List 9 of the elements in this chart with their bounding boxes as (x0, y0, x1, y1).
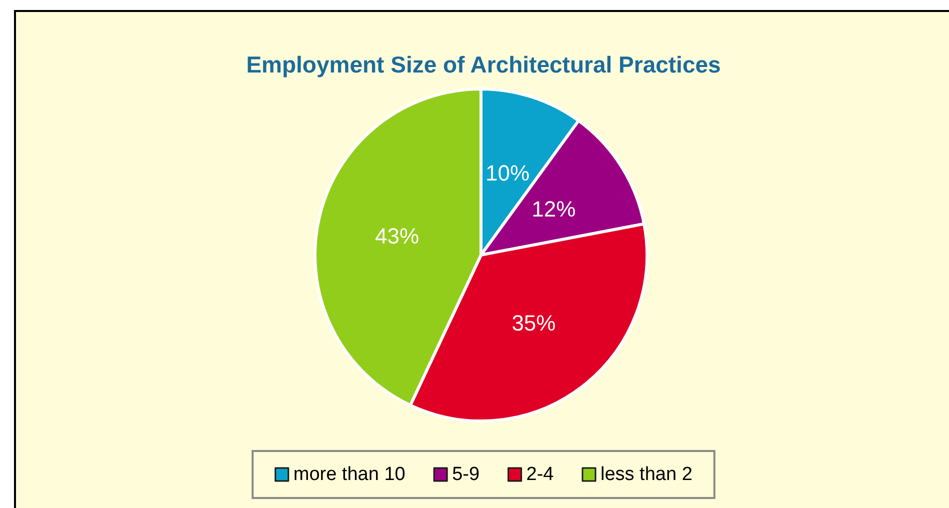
legend-label: less than 2 (600, 464, 692, 485)
data-label: 35% (512, 310, 556, 336)
legend-label: 5-9 (452, 464, 480, 485)
legend-label: more than 10 (293, 464, 406, 485)
data-label: 43% (375, 224, 420, 249)
data-label: 12% (532, 196, 576, 222)
chart-title: Employment Size of Architectural Practices (246, 52, 721, 78)
data-label: 10% (486, 160, 530, 186)
legend-label: 2-4 (526, 464, 554, 485)
